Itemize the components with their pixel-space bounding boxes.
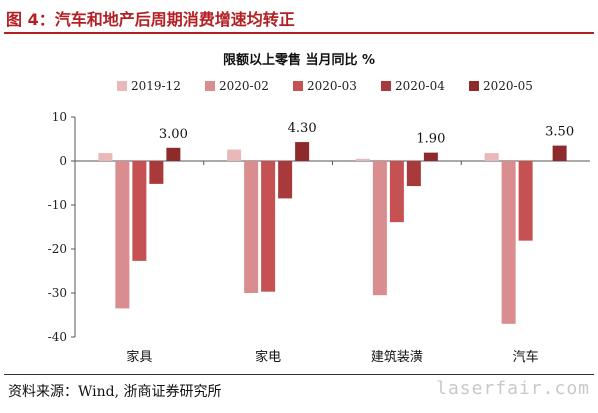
- data-label: 3.00: [159, 127, 188, 142]
- bar-2019-12-汽车: [484, 153, 499, 161]
- category-label: 汽车: [513, 349, 539, 365]
- y-tick-label: -10: [48, 198, 67, 212]
- bar-2020-05-家具: [166, 147, 181, 161]
- legend-label: 2019-12: [131, 79, 181, 93]
- bar-2020-05-家电: [295, 142, 310, 161]
- watermark: laserfair.com: [436, 378, 590, 399]
- bar-2019-12-家具: [98, 153, 113, 161]
- bar-2019-12-建筑装潢: [355, 158, 370, 161]
- title-rule: [4, 32, 594, 34]
- source-note: 资料来源：Wind, 浙商证券研究所: [8, 384, 222, 400]
- y-tick-label: 10: [52, 110, 67, 124]
- category-label: 家具: [126, 349, 152, 365]
- category-label: 建筑装潢: [371, 349, 423, 365]
- y-tick-label: 0: [59, 154, 67, 168]
- bar-2020-03-汽车: [518, 161, 533, 241]
- legend-swatch: [381, 81, 391, 91]
- y-tick-label: -40: [48, 330, 67, 344]
- bar-2020-03-建筑装潢: [389, 161, 404, 223]
- data-label: 1.90: [416, 132, 445, 147]
- figure-title: 图 4：汽车和地产后周期消费增速均转正: [6, 10, 295, 29]
- bar-2020-03-家电: [261, 161, 276, 292]
- y-tick-label: -20: [48, 242, 67, 256]
- legend-swatch: [117, 81, 127, 91]
- category-label: 家电: [255, 349, 281, 365]
- legend-label: 2020-03: [307, 79, 357, 93]
- bar-2020-04-家具: [149, 161, 164, 184]
- data-label: 3.50: [545, 125, 574, 140]
- bar-2020-05-汽车: [552, 145, 567, 161]
- legend-swatch: [293, 81, 303, 91]
- source-rule: [4, 374, 594, 375]
- legend-label: 2020-04: [395, 79, 445, 93]
- figure-header: 图 4：汽车和地产后周期消费增速均转正: [0, 0, 598, 34]
- retail-sales-chart: 限额以上零售 当月同比 % 2019-12 2020-02 2020-03 2020-…: [48, 52, 590, 365]
- bar-2020-03-家具: [132, 161, 147, 261]
- bar-2020-04-建筑装潢: [406, 161, 421, 187]
- bar-2020-02-家电: [244, 161, 259, 293]
- legend-label: 2020-05: [483, 79, 533, 93]
- bar-2020-02-家具: [115, 161, 130, 309]
- chart-title: 限额以上零售 当月同比 %: [223, 52, 375, 68]
- plot-area: 10 0 -10 -20 -30 -40 3.00 家具 4.30 家电 1.90 建筑装潢 3.50 汽…: [48, 110, 590, 365]
- legend-swatch: [205, 81, 215, 91]
- bar-2020-02-汽车: [501, 161, 516, 324]
- y-tick-label: -30: [48, 286, 67, 300]
- bar-2020-05-建筑装潢: [423, 152, 438, 161]
- data-label: 4.30: [288, 121, 317, 136]
- bar-2019-12-家电: [227, 149, 242, 161]
- legend-swatch: [469, 81, 479, 91]
- legend: 2019-12 2020-02 2020-03 2020-04 2020-05: [117, 79, 533, 93]
- legend-label: 2020-02: [219, 79, 269, 93]
- bar-2020-02-建筑装潢: [372, 161, 387, 296]
- bar-2020-04-家电: [278, 161, 293, 199]
